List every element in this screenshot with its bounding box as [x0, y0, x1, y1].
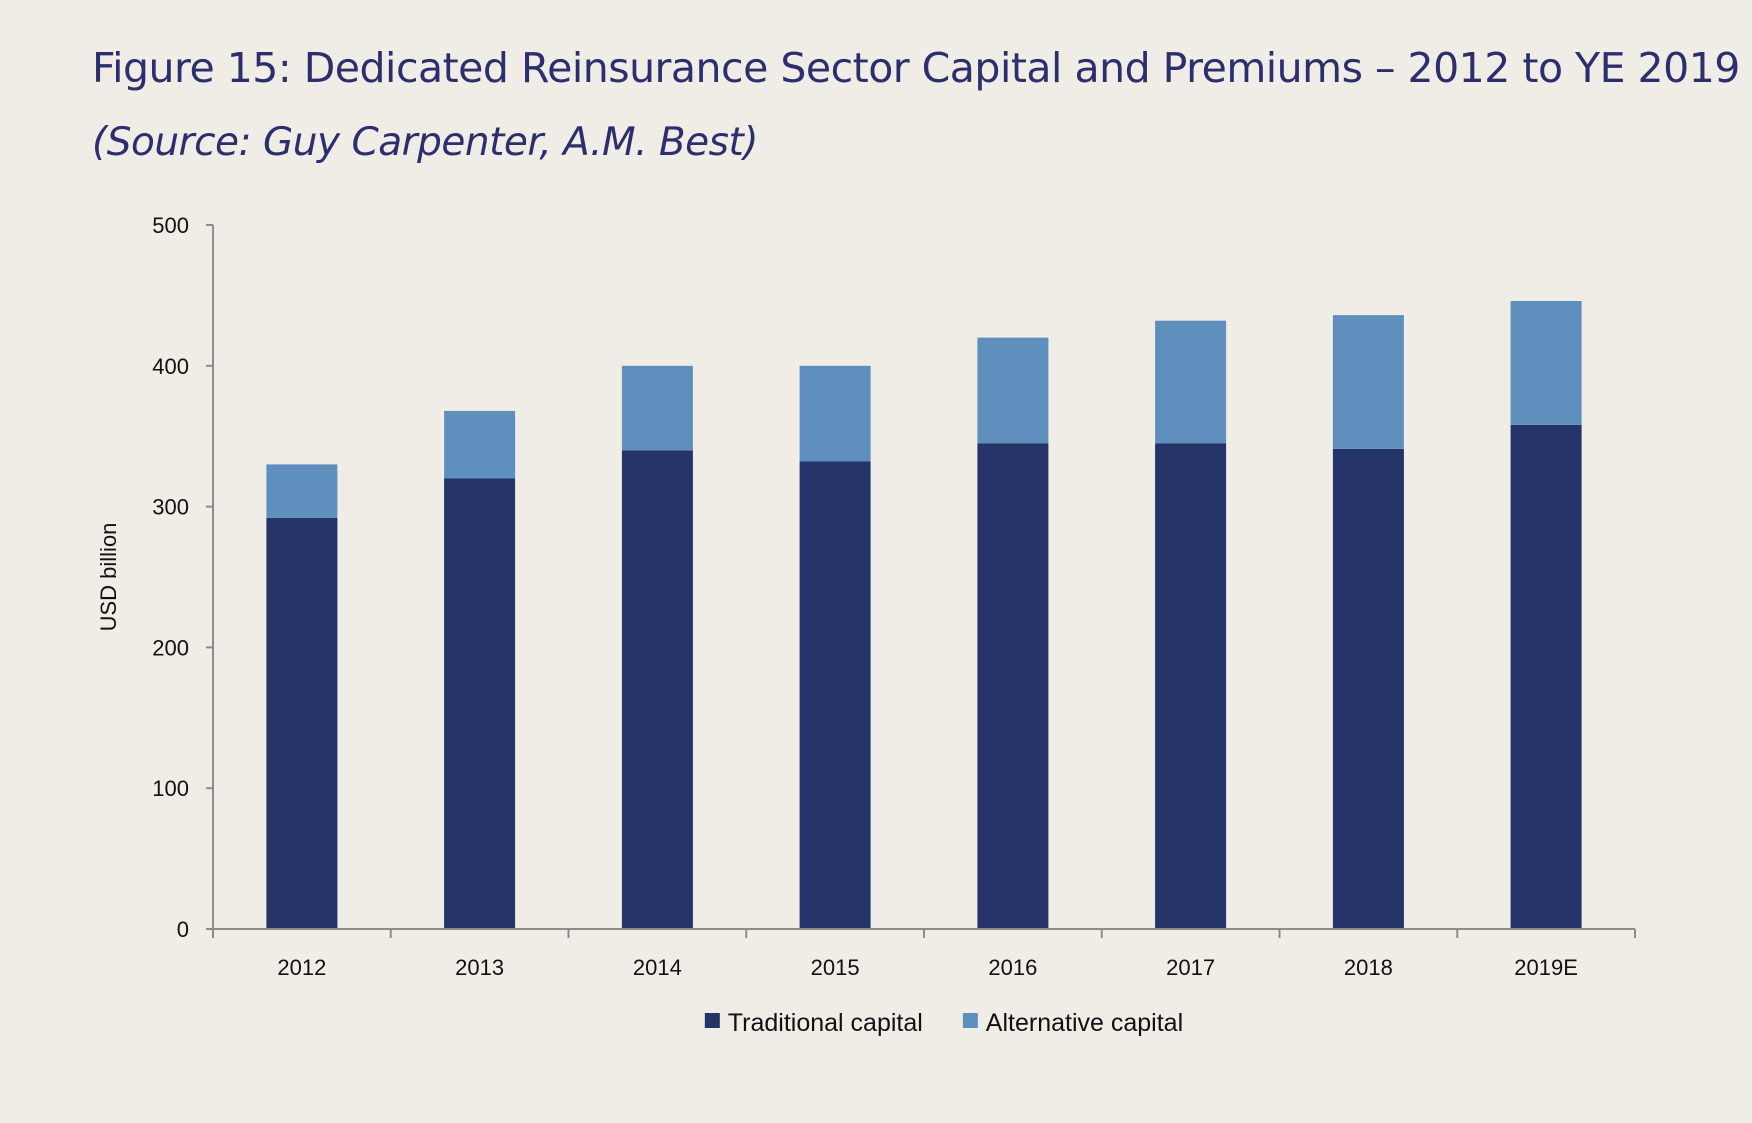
x-tick-label: 2012 — [277, 955, 326, 980]
x-tick-label: 2014 — [633, 955, 682, 980]
bar-traditional-capital-2015 — [799, 461, 871, 929]
x-tick-label: 2018 — [1344, 955, 1393, 980]
bar-traditional-capital-2018 — [1332, 448, 1404, 929]
bar-traditional-capital-2014 — [621, 450, 693, 929]
legend-label: Traditional capital — [728, 1009, 923, 1037]
figure-source: (Source: Guy Carpenter, A.M. Best) — [92, 120, 758, 165]
legend: Traditional capital Alternative capital — [704, 1009, 1183, 1037]
x-tick-label: 2019E — [1514, 955, 1578, 980]
bar-traditional-capital-2017 — [1155, 443, 1227, 929]
axes-group: 2012 2013 2014 2015 2016 2017 2018 2019E 0 100 200… — [96, 213, 1636, 980]
y-tick-label: 500 — [152, 213, 189, 238]
bar-traditional-capital-2016 — [977, 443, 1049, 929]
bars-group — [266, 301, 1582, 929]
legend-label: Alternative capital — [986, 1009, 1183, 1037]
bar-traditional-capital-2019e — [1510, 424, 1582, 929]
bar-alternative-capital-2014 — [621, 365, 693, 451]
y-tick-label: 0 — [177, 917, 189, 942]
x-tick-label: 2017 — [1166, 955, 1215, 980]
figure-title: Figure 15: Dedicated Reinsurance Sector … — [92, 44, 1740, 92]
x-tick-label: 2013 — [455, 955, 504, 980]
y-axis-title: USD billion — [96, 523, 121, 632]
bar-alternative-capital-2018 — [1332, 315, 1404, 449]
y-tick-label: 300 — [152, 495, 189, 520]
legend-swatch-alternative-capital — [962, 1013, 978, 1028]
bar-alternative-capital-2013 — [444, 410, 516, 479]
bar-alternative-capital-2015 — [799, 365, 871, 462]
x-tick-label: 2016 — [988, 955, 1037, 980]
bar-alternative-capital-2012 — [266, 464, 338, 518]
x-tick-label: 2015 — [811, 955, 860, 980]
bar-alternative-capital-2019e — [1510, 301, 1582, 425]
y-tick-label: 400 — [152, 354, 189, 379]
bar-alternative-capital-2016 — [977, 337, 1049, 444]
y-tick-label: 100 — [152, 776, 189, 801]
legend-swatch-traditional-capital — [704, 1013, 720, 1028]
y-tick-label: 200 — [152, 635, 189, 660]
bar-alternative-capital-2017 — [1155, 320, 1227, 444]
bar-traditional-capital-2013 — [444, 478, 516, 929]
bar-traditional-capital-2012 — [266, 517, 338, 929]
